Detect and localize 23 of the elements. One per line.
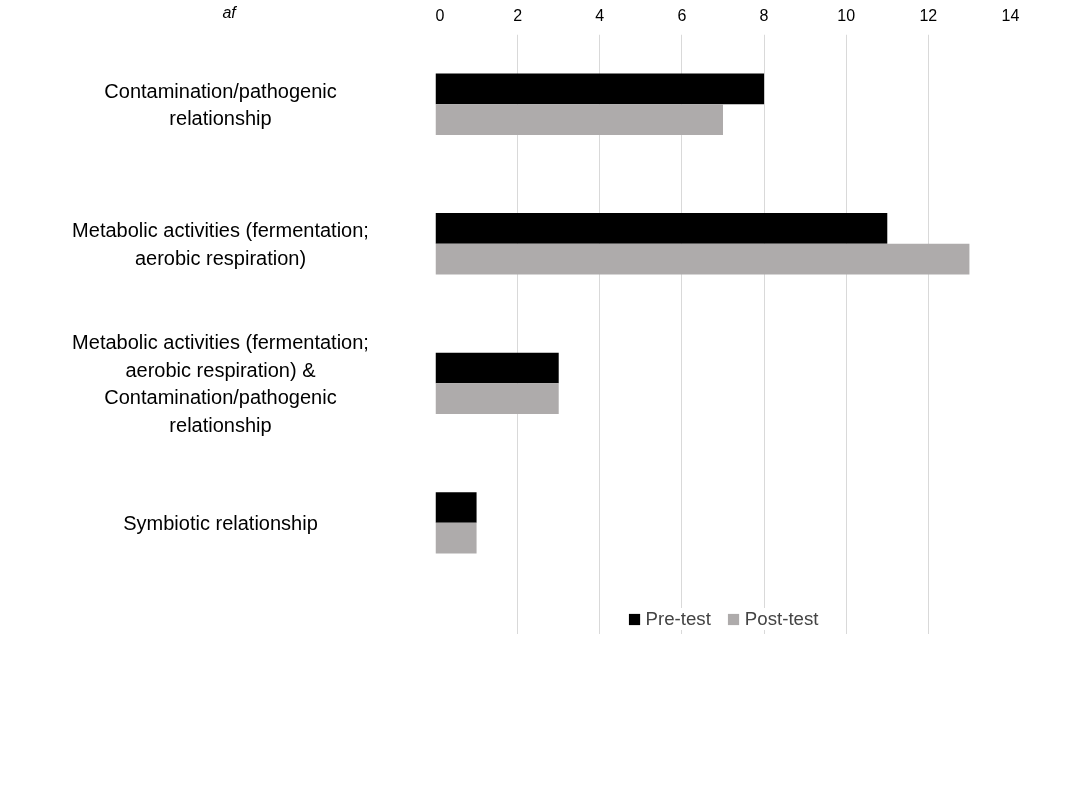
legend-label: Pre-test <box>645 608 711 630</box>
y-tick-label: Contamination/pathogenic relationship <box>104 79 337 130</box>
y-tick-label: Symbiotic relationship <box>123 511 318 534</box>
x-tick-label: 8 <box>759 6 769 24</box>
x-tick-label: 6 <box>677 6 687 24</box>
bar <box>435 492 477 523</box>
x-tick-label: 12 <box>919 6 938 24</box>
bar <box>435 243 970 275</box>
x-tick-label: 10 <box>837 6 856 24</box>
legend-label: Post-test <box>744 608 819 630</box>
bar <box>435 104 723 135</box>
x-tick-label: 4 <box>595 6 605 24</box>
y-tick-label: Metabolic activities (fermentation; aerobic respiration) & Contamination/pathogenic relationship <box>72 331 369 436</box>
x-tick-label: 14 <box>1001 6 1020 24</box>
x-axis-title: af <box>222 3 238 21</box>
y-tick-label: Metabolic activities (fermentation; aerobic respiration) <box>72 219 369 269</box>
bar <box>435 522 477 554</box>
bar <box>435 213 888 244</box>
bar <box>435 383 559 415</box>
x-tick-label: 2 <box>513 6 523 24</box>
x-tick-label: 0 <box>435 6 445 24</box>
bar <box>435 73 765 105</box>
bar <box>435 352 559 384</box>
